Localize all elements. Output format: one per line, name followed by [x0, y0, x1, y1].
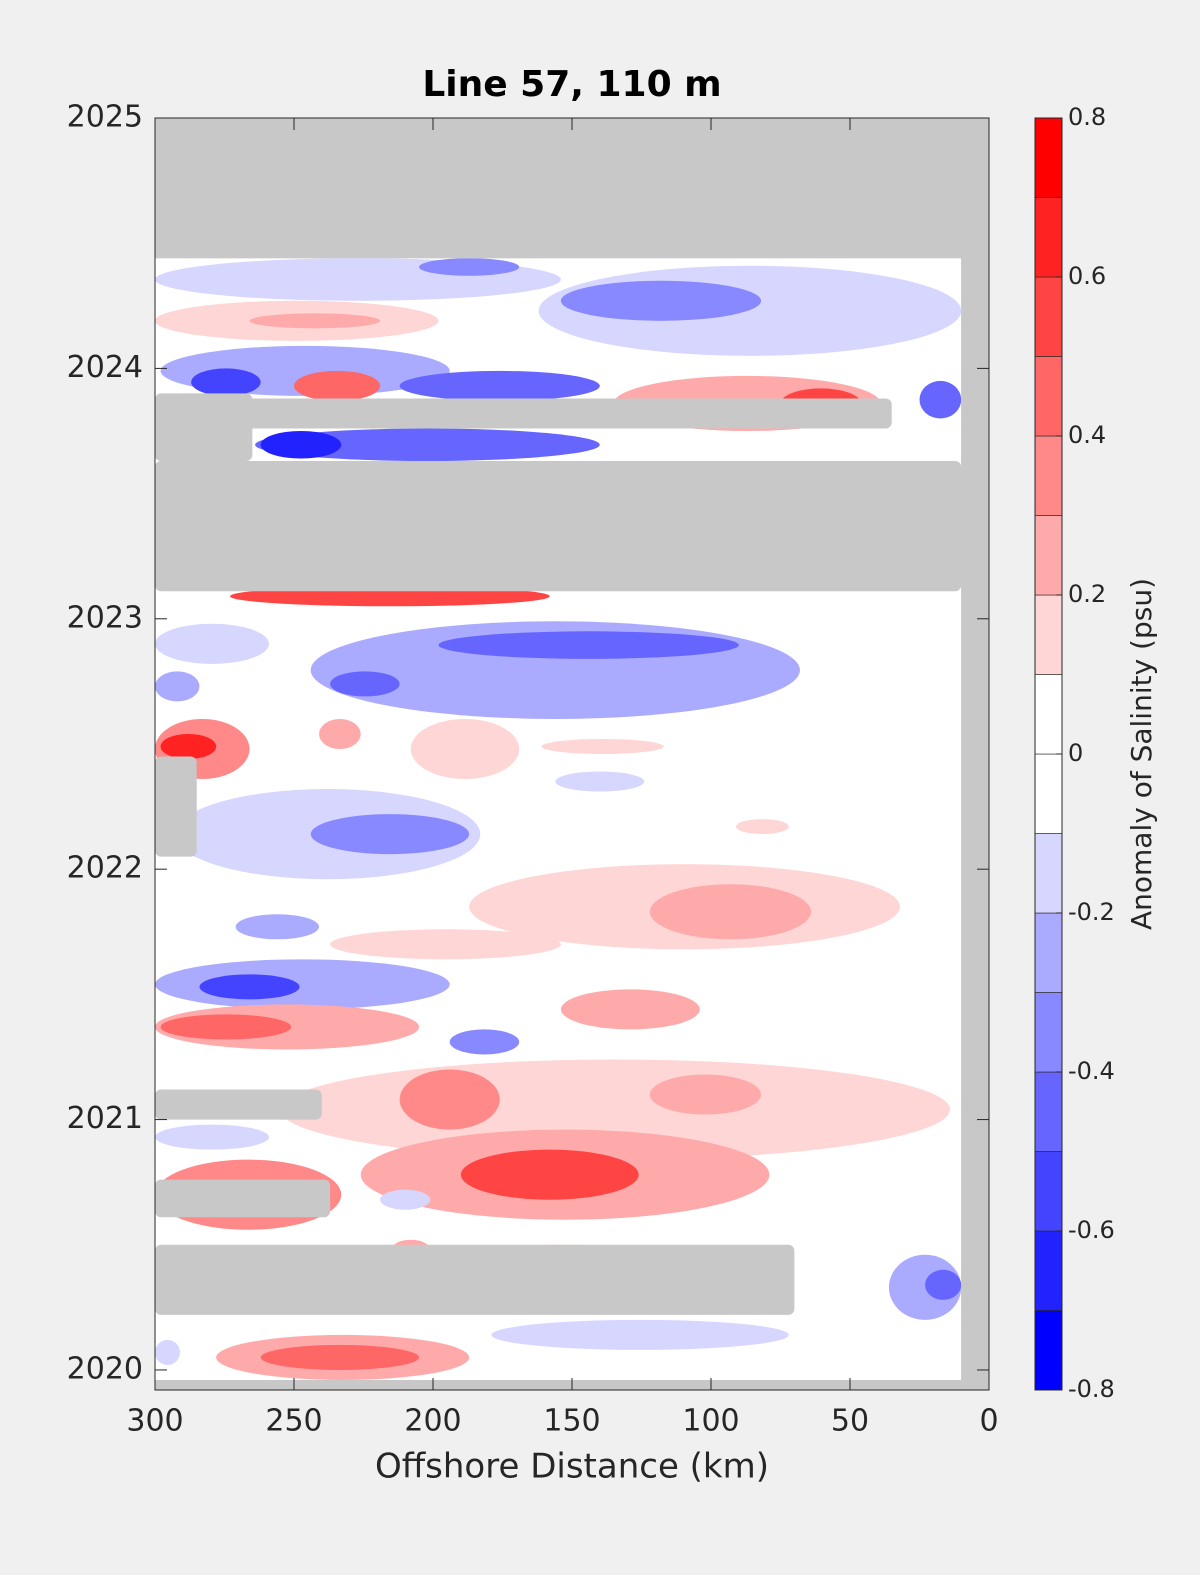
- contour-region: [919, 380, 962, 419]
- data-gap: [155, 756, 197, 857]
- contour-region: [160, 1014, 292, 1040]
- colorbar-bin: [1034, 1071, 1063, 1152]
- x-tick-label: 50: [831, 1404, 869, 1439]
- colorbar-tick-label: -0.4: [1068, 1057, 1115, 1085]
- contour-region: [330, 929, 561, 960]
- colorbar-tick-label: -0.8: [1068, 1375, 1115, 1403]
- contour-region: [460, 1149, 639, 1200]
- contour-region: [235, 914, 320, 940]
- contour-region: [491, 1319, 789, 1350]
- colorbar-bin: [1034, 117, 1063, 198]
- x-axis-label: Offshore Distance (km): [375, 1447, 769, 1487]
- colorbar-bin: [1034, 197, 1063, 278]
- colorbar-bin: [1034, 674, 1063, 755]
- contour-region: [399, 1069, 500, 1130]
- nodata-right: [961, 118, 989, 1390]
- colorbar-bin: [1034, 992, 1063, 1073]
- colorbar-tick-label: -0.6: [1068, 1216, 1115, 1244]
- colorbar-bin: [1034, 435, 1063, 516]
- contour-region: [155, 959, 450, 1010]
- colorbar-tick-label: 0.2: [1068, 580, 1106, 608]
- contour-region: [199, 974, 300, 1000]
- contour-region: [330, 671, 400, 697]
- y-tick-label: 2022: [67, 851, 143, 886]
- contour-region: [649, 884, 812, 940]
- contour-region: [541, 738, 664, 754]
- x-tick-label: 250: [265, 1404, 322, 1439]
- contour-region: [449, 1029, 520, 1055]
- contour-region: [260, 430, 342, 459]
- contour-region: [155, 623, 269, 664]
- colorbar-tick-label: 0: [1068, 739, 1083, 767]
- colorbar-tick-label: 0.8: [1068, 103, 1106, 131]
- contour-region: [410, 718, 520, 780]
- contour-region: [160, 733, 217, 760]
- contour-region: [294, 370, 381, 401]
- colorbar-bin: [1034, 356, 1063, 437]
- contour-region: [438, 631, 739, 659]
- y-tick-label: 2024: [67, 350, 143, 385]
- axes: 300 250 200 150 100 50 0 2020 2021 2022 2023 2024 20…: [67, 100, 1115, 1439]
- colorbar-bin: [1034, 1230, 1063, 1311]
- x-tick-label: 200: [404, 1404, 461, 1439]
- contour-region: [380, 1189, 431, 1210]
- x-tick-label: 300: [126, 1404, 183, 1439]
- nodata-top: [155, 118, 989, 259]
- chart-title: Line 57, 110 m: [422, 64, 721, 105]
- colorbar-bin: [1034, 1310, 1063, 1391]
- contour-region: [260, 1344, 420, 1370]
- colorbar-bin: [1034, 594, 1063, 675]
- plot-area: [155, 118, 989, 1390]
- contour-region: [310, 814, 470, 855]
- contour-region: [560, 280, 762, 321]
- data-gap: [155, 1179, 331, 1218]
- colorbar-bin: [1034, 276, 1063, 357]
- data-gap: [155, 393, 253, 462]
- x-tick-label: 0: [979, 1404, 998, 1439]
- contour-region: [649, 1074, 762, 1115]
- contour-region: [155, 1339, 181, 1365]
- contour-region: [191, 368, 261, 396]
- colorbar-bin: [1034, 515, 1063, 596]
- y-tick-label: 2020: [67, 1351, 143, 1386]
- contour-region: [560, 989, 700, 1030]
- contour-region: [399, 370, 600, 401]
- contour-region: [319, 718, 361, 749]
- colorbar-tick-label: 0.4: [1068, 421, 1106, 449]
- y-tick-label: 2023: [67, 600, 143, 635]
- colorbar-tick-label: -0.2: [1068, 898, 1115, 926]
- data-gap: [155, 398, 892, 429]
- contour-region: [155, 671, 200, 702]
- data-gap: [155, 461, 962, 592]
- contour-region: [419, 258, 520, 276]
- contour-region: [255, 428, 600, 462]
- data-gap: [155, 1244, 795, 1315]
- x-tick-label: 100: [682, 1404, 739, 1439]
- x-tick-label: 150: [543, 1404, 600, 1439]
- y-tick-label: 2025: [67, 100, 143, 135]
- contour-region: [555, 771, 645, 792]
- colorbar-label: Anomaly of Salinity (psu): [1125, 578, 1158, 930]
- contour-region: [736, 819, 789, 835]
- data-gap: [155, 1089, 322, 1120]
- colorbar-bin: [1034, 753, 1063, 834]
- contour-region: [925, 1269, 962, 1300]
- colorbar-bin: [1034, 912, 1063, 993]
- contour-region: [249, 313, 381, 329]
- colorbar-bin: [1034, 833, 1063, 914]
- colorbar-tick-label: 0.6: [1068, 262, 1106, 290]
- contour-region: [155, 1124, 269, 1150]
- y-tick-label: 2021: [67, 1101, 143, 1136]
- colorbar-bin: [1034, 1151, 1063, 1232]
